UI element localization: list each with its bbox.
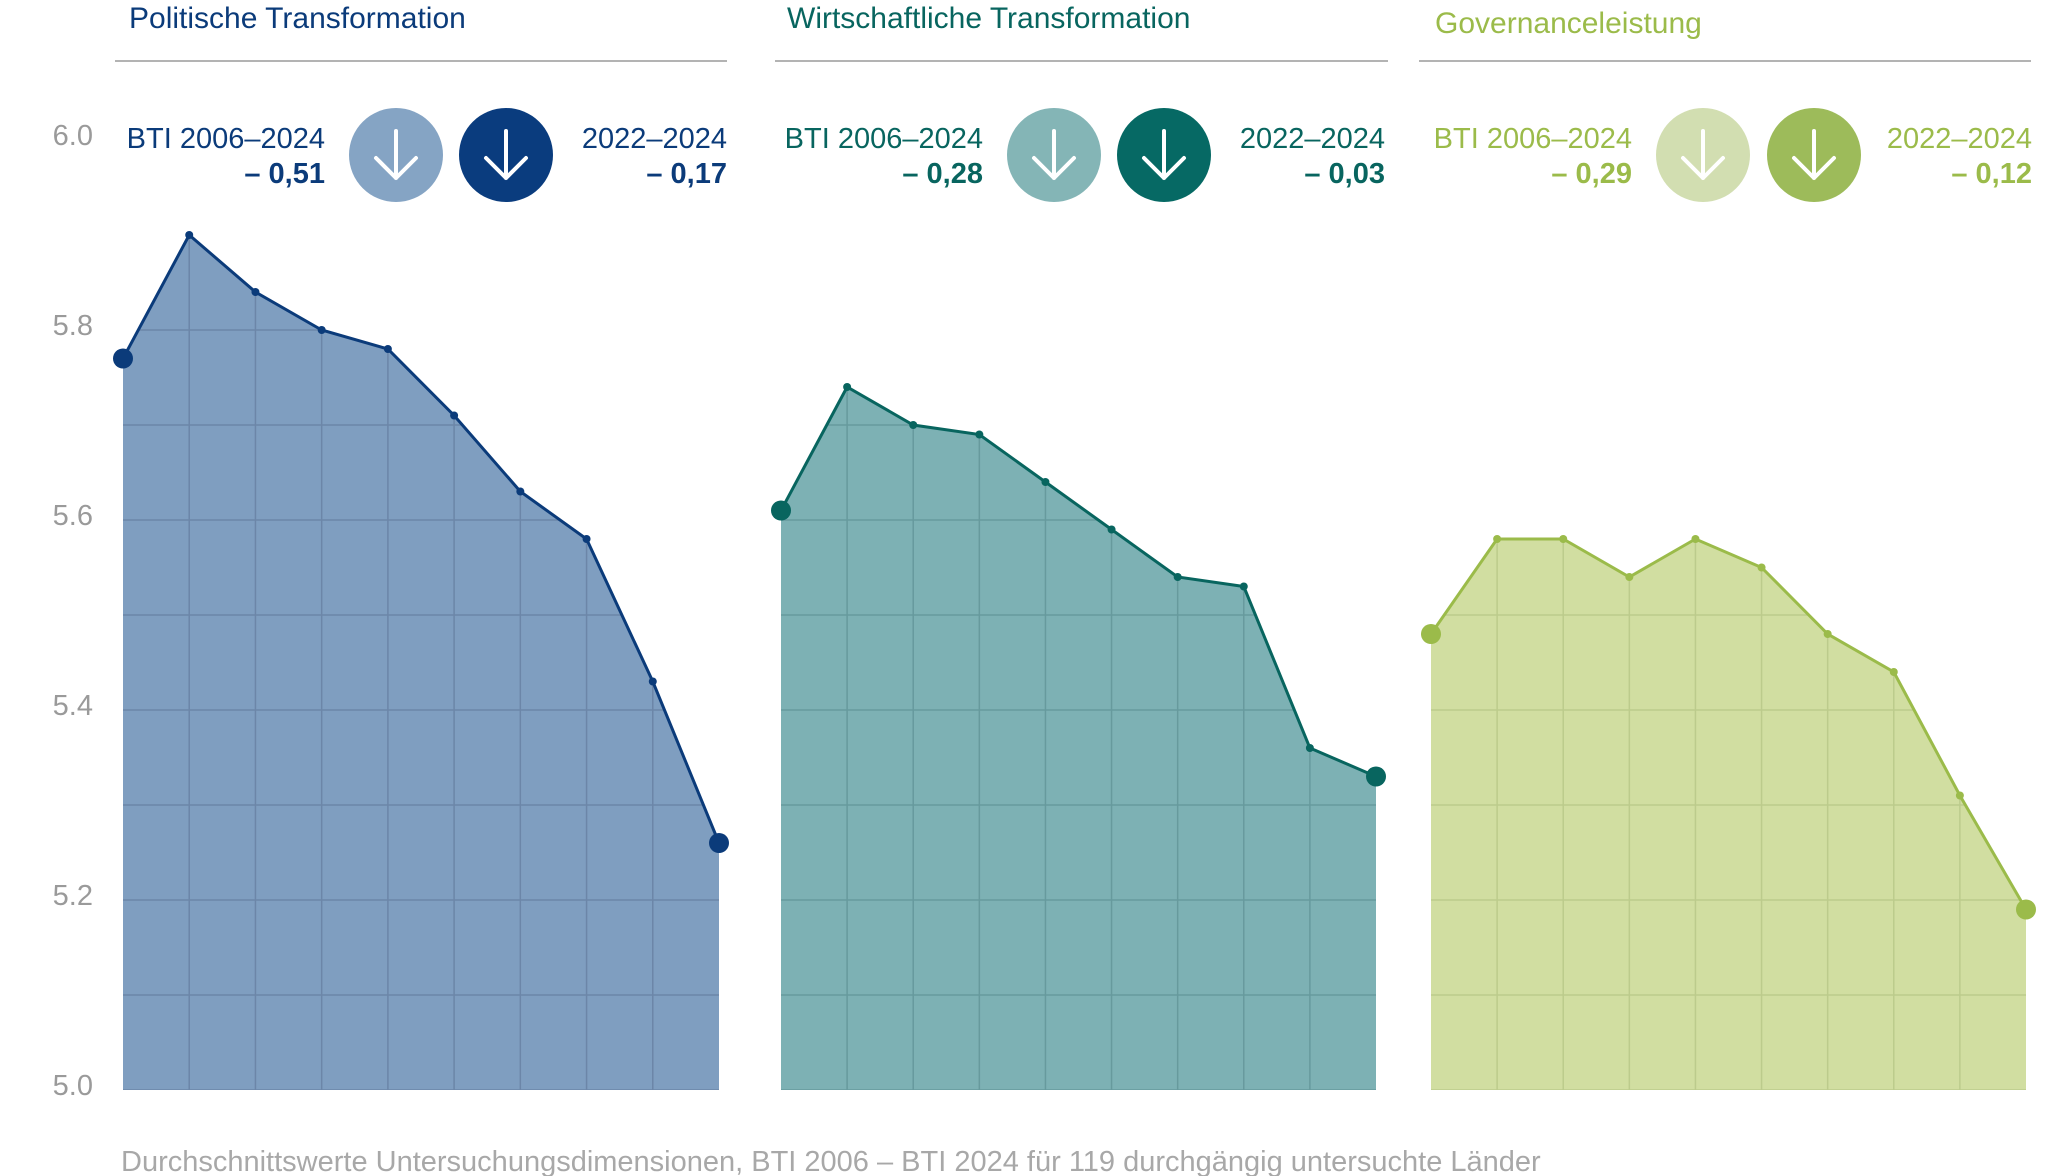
short-term-down-arrow-icon bbox=[1767, 108, 1861, 202]
data-point bbox=[1493, 535, 1502, 543]
grid bbox=[781, 387, 1376, 1090]
area-fill bbox=[123, 235, 719, 1090]
long-term-change: – 0,28 bbox=[902, 158, 983, 190]
data-point bbox=[648, 677, 657, 686]
data-point bbox=[1955, 791, 1964, 800]
data-point bbox=[516, 487, 525, 496]
endpoint-marker bbox=[113, 348, 133, 369]
long-term-down-arrow-icon bbox=[1007, 108, 1101, 202]
short-term-down-arrow-icon bbox=[459, 108, 553, 202]
short-term-change: – 0,03 bbox=[1304, 158, 1385, 190]
y-tick-label-1: 5.2 bbox=[53, 880, 93, 912]
long-term-change: – 0,29 bbox=[1551, 158, 1632, 190]
long-term-label: BTI 2006–2024 bbox=[127, 123, 325, 155]
long-term-label: BTI 2006–2024 bbox=[785, 123, 983, 155]
data-point bbox=[1625, 573, 1634, 581]
short-term-label: 2022–2024 bbox=[582, 123, 727, 155]
endpoint-marker bbox=[2016, 899, 2036, 920]
data-point bbox=[1691, 535, 1700, 543]
short-term-label: 2022–2024 bbox=[1240, 123, 1385, 155]
data-point bbox=[909, 421, 918, 429]
endpoint-marker bbox=[709, 833, 729, 853]
area-fill bbox=[1431, 539, 2026, 1090]
data-point bbox=[1041, 478, 1050, 486]
panel-title: Politische Transformation bbox=[129, 2, 466, 35]
y-tick-label-4: 5.8 bbox=[53, 310, 93, 342]
panel-title: Governanceleistung bbox=[1435, 7, 1702, 40]
data-point bbox=[1559, 535, 1568, 543]
data-point bbox=[1757, 563, 1766, 572]
data-point bbox=[975, 430, 984, 439]
y-tick-label-5: 6.0 bbox=[53, 120, 93, 152]
long-term-change: – 0,51 bbox=[244, 158, 325, 190]
data-point bbox=[383, 345, 392, 353]
short-term-label: 2022–2024 bbox=[1887, 123, 2032, 155]
y-tick-label-0: 5.0 bbox=[53, 1070, 93, 1102]
short-term-change: – 0,12 bbox=[1951, 158, 2032, 190]
data-point bbox=[582, 535, 591, 543]
series-line bbox=[779, 384, 1377, 778]
data-point bbox=[317, 326, 326, 334]
data-point bbox=[1305, 744, 1314, 752]
y-tick-label-3: 5.6 bbox=[53, 500, 93, 532]
endpoint-marker bbox=[1366, 766, 1386, 787]
panel-title: Wirtschaftliche Transformation bbox=[787, 2, 1190, 35]
area-fill bbox=[781, 387, 1376, 1090]
y-tick-label-2: 5.4 bbox=[53, 690, 93, 722]
endpoint-marker bbox=[771, 500, 791, 521]
panel-2: Governanceleistung BTI 2006–2024– 0,29 202… bbox=[1419, 7, 2036, 1090]
short-term-change: – 0,17 bbox=[646, 158, 727, 190]
data-point bbox=[1889, 668, 1898, 676]
series-line bbox=[1429, 537, 2028, 911]
data-point bbox=[1823, 630, 1832, 638]
chart-caption: Durchschnittswerte Untersuchungsdimensio… bbox=[121, 1146, 1541, 1176]
long-term-down-arrow-icon bbox=[1656, 108, 1750, 202]
data-point bbox=[185, 231, 194, 239]
data-point bbox=[843, 383, 852, 391]
short-term-down-arrow-icon bbox=[1117, 108, 1211, 202]
long-term-down-arrow-icon bbox=[349, 108, 443, 202]
long-term-label: BTI 2006–2024 bbox=[1434, 123, 1632, 155]
panel-1: Wirtschaftliche Transformation BTI 2006–2… bbox=[771, 2, 1388, 1090]
y-axis: 5.0 5.2 5.4 5.6 5.8 6.0 bbox=[53, 120, 93, 1102]
data-point bbox=[1107, 525, 1116, 534]
data-point bbox=[1239, 582, 1248, 591]
data-point bbox=[1173, 573, 1182, 581]
data-point bbox=[251, 288, 260, 296]
series-line bbox=[121, 232, 721, 844]
endpoint-marker bbox=[1421, 624, 1441, 644]
data-point bbox=[450, 411, 459, 420]
